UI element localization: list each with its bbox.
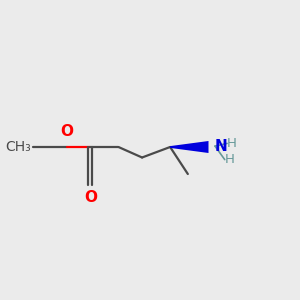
Text: O: O <box>60 124 73 139</box>
Polygon shape <box>170 141 208 153</box>
Text: H: H <box>227 137 237 150</box>
Text: N: N <box>215 139 228 154</box>
Text: O: O <box>84 190 97 205</box>
Text: H: H <box>225 153 235 166</box>
Text: CH₃: CH₃ <box>6 140 31 154</box>
